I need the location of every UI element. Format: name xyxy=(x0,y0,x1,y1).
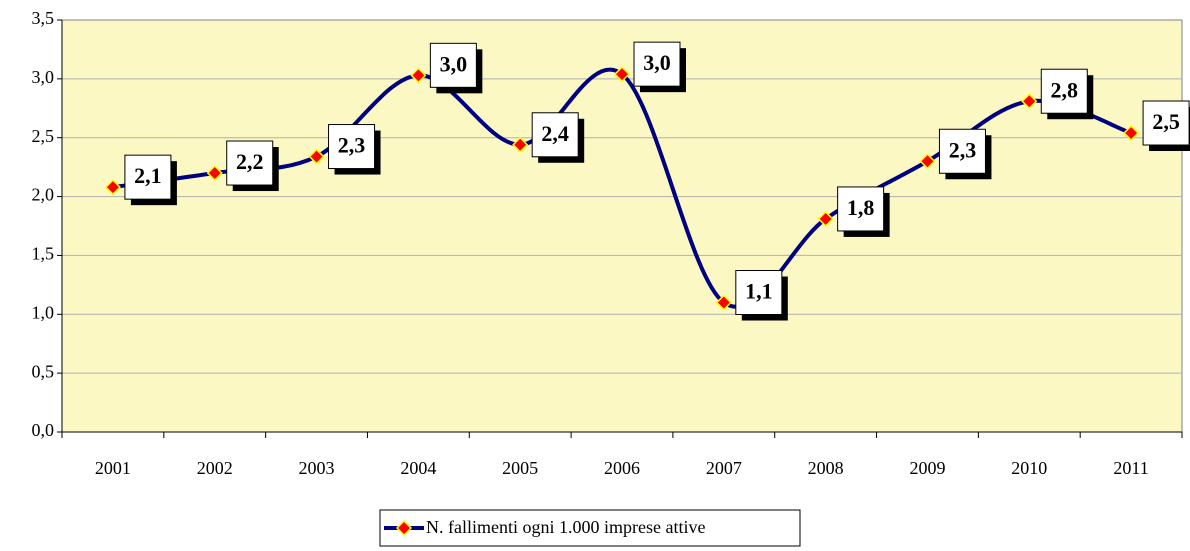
label-box xyxy=(735,270,783,316)
data-label: 3,0 xyxy=(643,50,671,75)
marker xyxy=(817,210,834,227)
data-label: 2,8 xyxy=(1051,77,1079,102)
data-label: 3,0 xyxy=(440,51,468,76)
label-box xyxy=(328,124,376,170)
label-box xyxy=(226,140,274,186)
x-tick-label: 2002 xyxy=(197,458,233,478)
x-tick-label: 2008 xyxy=(808,458,844,478)
x-tick-label: 2009 xyxy=(909,458,945,478)
y-tick-label: 0,0 xyxy=(32,420,55,440)
x-tick-label: 2011 xyxy=(1113,458,1148,478)
label-box xyxy=(429,42,477,88)
x-tick-label: 2006 xyxy=(604,458,640,478)
label-box xyxy=(1040,68,1088,114)
y-tick-label: 1,5 xyxy=(32,244,55,264)
legend-box xyxy=(379,509,801,547)
label-box xyxy=(531,112,579,158)
label-box xyxy=(938,128,986,174)
marker xyxy=(410,67,427,84)
y-tick-label: 2,5 xyxy=(32,126,55,146)
legend-label: N. fallimenti ogni 1.000 imprese attive xyxy=(426,517,705,537)
y-tick-label: 1,0 xyxy=(32,302,55,322)
data-label: 2,3 xyxy=(949,137,977,162)
y-tick-label: 0,5 xyxy=(32,361,55,381)
x-tick-label: 2010 xyxy=(1011,458,1047,478)
x-tick-label: 2007 xyxy=(706,458,742,478)
data-label: 2,1 xyxy=(134,163,162,188)
x-tick-label: 2005 xyxy=(502,458,538,478)
data-label: 1,8 xyxy=(847,195,875,220)
y-tick-label: 2,0 xyxy=(32,185,55,205)
data-label: 2,4 xyxy=(541,121,569,146)
legend-marker xyxy=(395,519,413,537)
data-label: 2,2 xyxy=(236,149,264,174)
marker xyxy=(715,294,732,311)
marker xyxy=(512,136,529,153)
marker xyxy=(1123,124,1140,142)
marker xyxy=(1021,93,1038,110)
data-label: 2,3 xyxy=(338,133,366,158)
marker xyxy=(104,179,121,196)
label-box xyxy=(837,186,885,232)
plot-area xyxy=(61,19,1183,433)
x-tick-label: 2004 xyxy=(400,458,436,478)
x-tick-label: 2003 xyxy=(299,458,335,478)
marker xyxy=(613,66,631,83)
y-tick-label: 3,5 xyxy=(32,8,55,28)
marker xyxy=(206,164,223,182)
data-label: 1,1 xyxy=(745,279,773,304)
label-box xyxy=(1142,100,1190,146)
marker xyxy=(308,148,325,165)
x-tick-label: 2001 xyxy=(95,458,131,478)
data-label: 2,5 xyxy=(1152,109,1180,134)
label-box xyxy=(633,41,681,87)
marker xyxy=(919,153,936,170)
label-box xyxy=(124,154,172,200)
y-tick-label: 3,0 xyxy=(32,67,55,87)
